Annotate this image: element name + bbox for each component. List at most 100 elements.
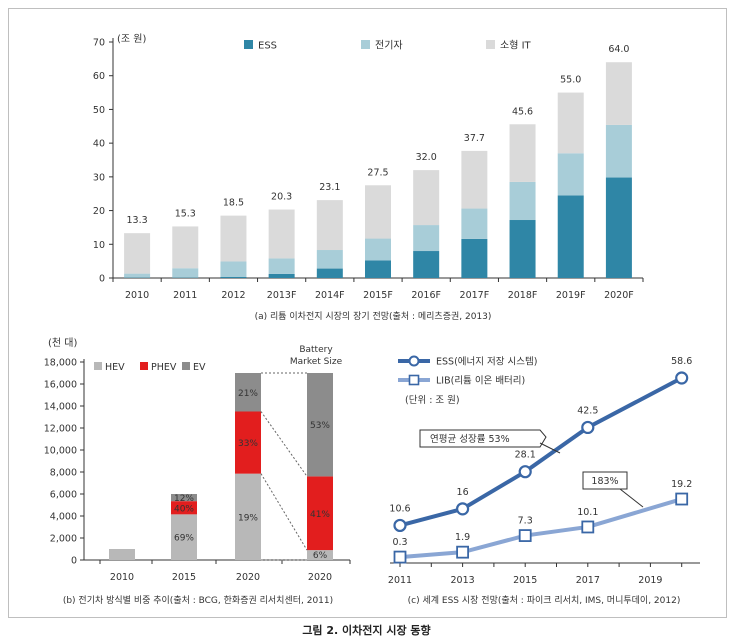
chart-a-x-tick-label: 2011: [173, 290, 197, 301]
chart-c-data-label: 19.2: [671, 479, 692, 490]
chart-a-total-label: 55.0: [560, 75, 581, 86]
chart-b-segment-label: 69%: [174, 534, 194, 544]
chart-b-bar-phev: [307, 476, 333, 551]
chart-a-bar-ev: [124, 273, 151, 278]
chart-b-y-tick-label: 6,000: [50, 490, 77, 501]
chart-b-y-tick-label: 16,000: [44, 380, 77, 391]
chart-a-bar-it: [172, 226, 199, 269]
chart-a-bar-ess: [605, 177, 632, 278]
chart-b-unit-label: (천 대): [48, 337, 77, 349]
chart-a-bar-ev: [557, 153, 584, 196]
chart-b-bar-phev: [235, 411, 261, 474]
chart-c-data-label: 58.6: [671, 356, 692, 367]
chart-a-legend-swatch: [244, 40, 253, 49]
chart-a-total-label: 15.3: [175, 208, 196, 219]
chart-c-callout-text: 183%: [591, 476, 618, 487]
chart-b-segment-label: 6%: [313, 551, 328, 561]
chart-a-bar-ess: [365, 260, 391, 278]
chart-c-point-ess: [518, 465, 532, 479]
chart-c-point-lib: [393, 550, 407, 564]
chart-b-bar-ev: [235, 373, 261, 412]
chart-c-x-tick-label: 2011: [388, 575, 412, 586]
chart-a-bar-it: [413, 170, 440, 226]
chart-b-segment-label: 40%: [174, 504, 194, 514]
chart-c-data-label: 0.3: [392, 537, 407, 548]
chart-a-x-tick-label: 2017F: [460, 290, 490, 301]
chart-a-bar-ev: [509, 181, 536, 221]
chart-b-legend-label: EV: [193, 362, 206, 373]
chart-b-y-tick-label: 12,000: [44, 424, 77, 435]
chart-a-bar-ev: [605, 124, 632, 178]
chart-a-y-tick-label: 30: [93, 172, 105, 183]
chart-b-x-tick-label: 2015: [172, 572, 196, 583]
chart-b-bar-ev: [171, 494, 197, 502]
chart-b-legend-swatch: [182, 362, 190, 370]
chart-b-bar-ev: [307, 373, 333, 477]
chart-a-x-tick-label: 2013F: [267, 290, 297, 301]
chart-a-bar-ess: [316, 268, 343, 278]
chart-c-series-line-lib: [399, 497, 683, 560]
chart-b-bar-phev: [171, 501, 197, 515]
chart-b-bar-hev: [235, 473, 261, 560]
chart-a-bar-ess: [413, 251, 440, 278]
chart-a-bar-it: [220, 215, 247, 262]
chart-c-point-ess: [675, 371, 689, 385]
chart-c-callout-box: [419, 429, 547, 448]
chart-b-x-tick-label: 2010: [110, 572, 134, 583]
chart-b-x-tick-label: 2020: [308, 572, 332, 583]
chart-a-bar-ess: [220, 276, 247, 278]
chart-b-segment-label: 33%: [238, 439, 258, 449]
chart-a-total-label: 37.7: [464, 133, 485, 144]
chart-a-total-label: 13.3: [127, 215, 148, 226]
chart-a-bar-ev: [172, 268, 199, 278]
chart-c-callout-box: [582, 471, 628, 490]
chart-c-callout-text: 연평균 성장률 53%: [430, 434, 510, 445]
chart-a-caption: (a) 리튬 이차전지 시장의 장기 전망(출처 : 메리츠증권, 2013): [255, 310, 492, 322]
chart-c-point-lib: [456, 545, 470, 559]
chart-a-bar-ess: [268, 273, 295, 278]
chart-a-x-tick-label: 2012: [221, 290, 245, 301]
chart-a-bar-ev: [365, 238, 391, 261]
chart-b-x-tick-label: 2020: [236, 572, 260, 583]
chart-c-x-tick-label: 2019: [638, 575, 662, 586]
chart-c-point-lib: [518, 529, 532, 542]
chart-a-y-tick-label: 70: [93, 38, 105, 49]
chart-a-bar-ess: [461, 238, 488, 278]
chart-a-bar-it: [509, 124, 536, 182]
chart-a-legend-label: 소형 IT: [500, 40, 532, 52]
chart-a-y-tick-label: 40: [93, 139, 105, 150]
chart-c-legend-marker: [408, 374, 420, 386]
chart-a-bar-it: [605, 62, 632, 125]
chart-a-x-tick-label: 2010: [125, 290, 149, 301]
chart-a-total-label: 27.5: [367, 167, 388, 178]
chart-a-bar-ev: [413, 225, 440, 252]
chart-a-y-tick-label: 0: [99, 274, 105, 285]
chart-b-annotation-line2: Market Size: [290, 357, 343, 367]
chart-a-bar-it: [557, 92, 584, 154]
chart-c-point-lib: [581, 520, 595, 534]
chart-a-legend-label: ESS: [258, 41, 277, 52]
chart-b-connector-line: [260, 473, 308, 551]
chart-a-legend-swatch: [486, 40, 495, 49]
chart-b-connector-line: [260, 411, 308, 477]
chart-c-callout-pointer: [539, 442, 561, 454]
chart-c-x-tick-label: 2013: [451, 575, 475, 586]
chart-b-bar-hev: [109, 549, 135, 560]
chart-c-caption: (c) 세계 ESS 시장 전망(출처 : 파이크 리서치, IMS, 머니투데…: [408, 594, 681, 606]
chart-a-total-label: 64.0: [608, 44, 629, 55]
chart-a-bar-ev: [268, 258, 295, 274]
chart-b-y-tick-label: 4,000: [50, 512, 77, 523]
chart-b-legend-label: HEV: [105, 362, 125, 373]
chart-a-bar-it: [461, 150, 488, 209]
chart-a-bar-ess: [509, 220, 536, 278]
chart-c-point-ess: [393, 518, 407, 533]
chart-a-bar-ev: [461, 208, 488, 239]
chart-b-y-tick-label: 2,000: [50, 534, 77, 545]
chart-a-y-tick-label: 50: [93, 105, 105, 116]
chart-c-legend-label: ESS(에너지 저장 시스템): [436, 356, 537, 368]
chart-c-data-label: 42.5: [577, 405, 598, 416]
chart-a-total-label: 23.1: [319, 182, 340, 193]
chart-c-data-label: 28.1: [515, 450, 536, 461]
chart-a-y-tick-label: 20: [93, 206, 105, 217]
